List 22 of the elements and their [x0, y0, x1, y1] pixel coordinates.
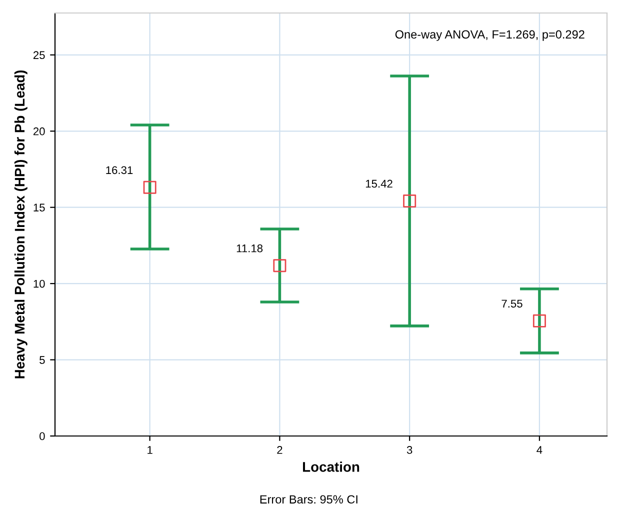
y-tick-label: 0 [40, 432, 45, 440]
x-tick-label: 4 [536, 446, 542, 454]
x-tick-label: 1 [148, 446, 152, 454]
point [532, 314, 546, 328]
data-label: 16.31 [106, 166, 133, 174]
y-tick-label: 10 [34, 280, 45, 288]
point [273, 259, 286, 272]
point [403, 194, 416, 208]
x-axis-title: Location [303, 462, 360, 472]
y-tick-label: 20 [33, 127, 45, 136]
data-label: 11.18 [236, 244, 263, 252]
data-label: 7.55 [502, 300, 522, 308]
x-tick-label: 2 [277, 446, 282, 454]
annotation: One-way ANOVA, F=1.269, p=0.292 [395, 30, 584, 41]
y-tick-label: 25 [33, 51, 45, 60]
point [143, 180, 156, 194]
y-tick-label: 15 [34, 204, 45, 212]
y-tick-label: 5 [40, 356, 45, 364]
text: Error Bars: 95% CI [260, 495, 358, 504]
y-axis-title: Heavy Metal Pollution Index (HPI) for Pb (Lead) [14, 70, 28, 378]
x-tick-label: 3 [406, 446, 412, 454]
data-label: 15.42 [366, 180, 392, 188]
